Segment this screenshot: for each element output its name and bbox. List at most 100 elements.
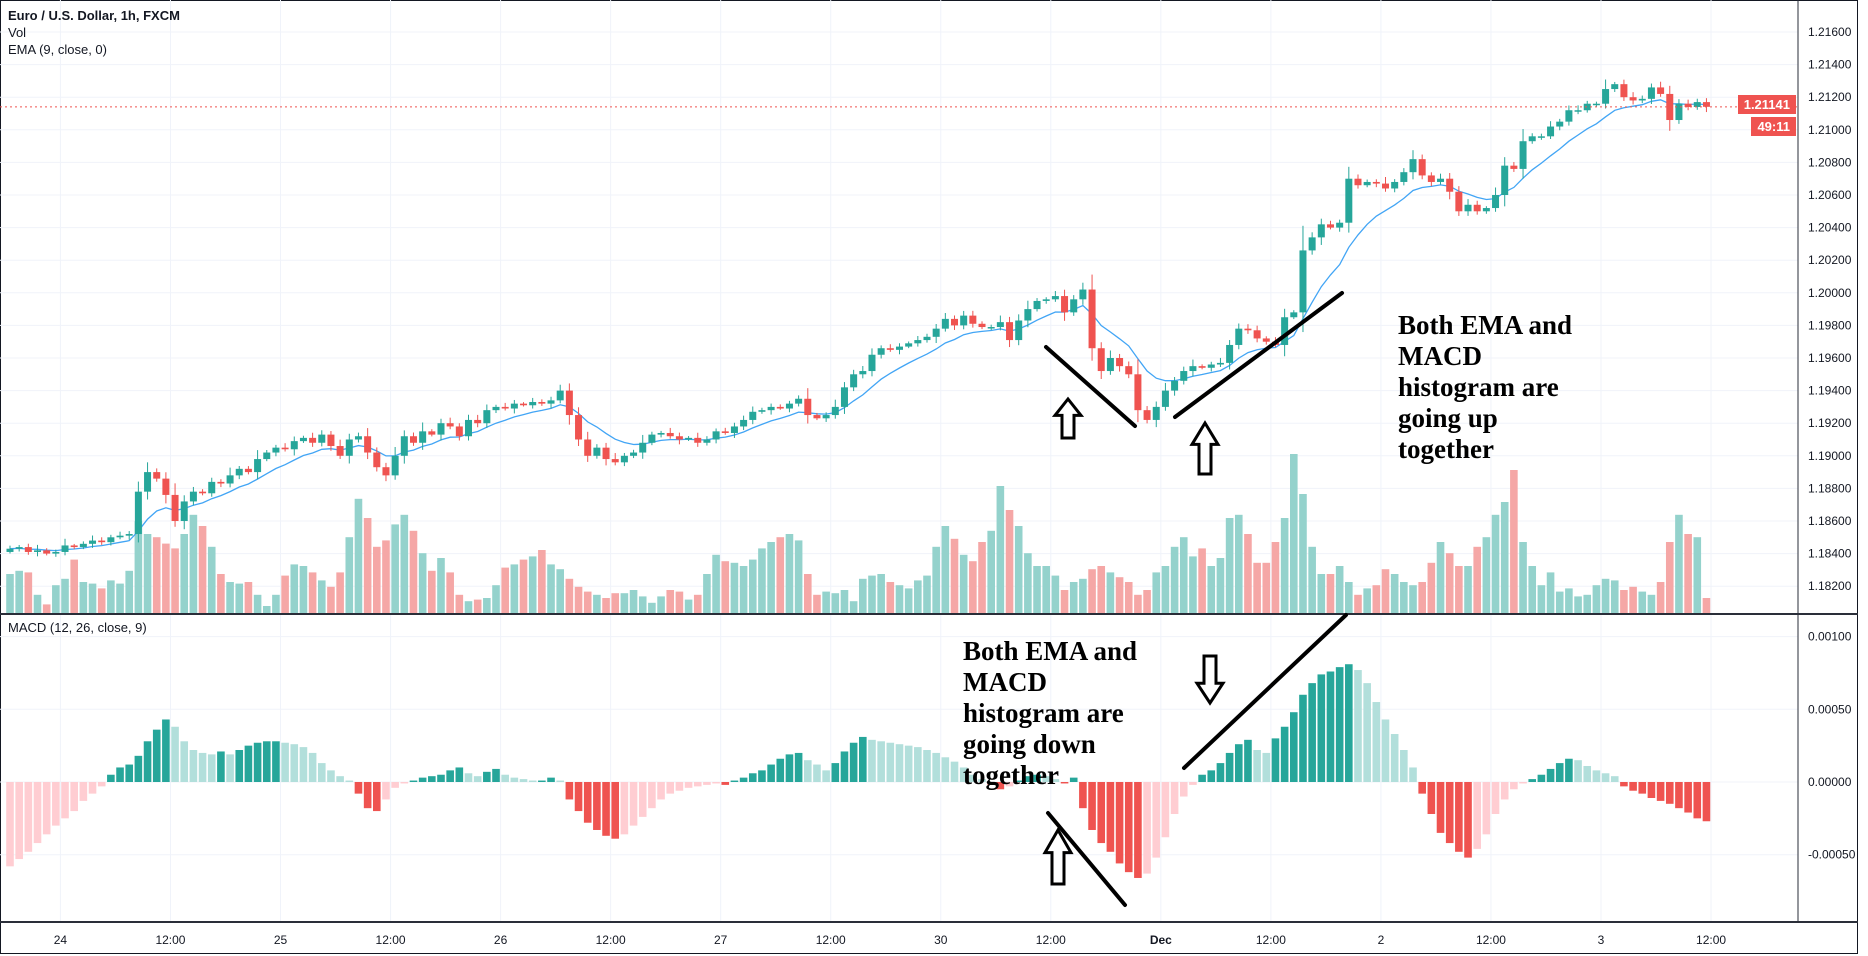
volume-bar (6, 574, 14, 614)
candle-body (1070, 299, 1078, 313)
price-axis-label: 1.19200 (1808, 416, 1852, 430)
volume-bar (125, 570, 134, 614)
volume-bar (281, 575, 289, 614)
volume-bar (528, 556, 537, 614)
macd-histogram-bar (703, 782, 711, 785)
volume-bar (345, 537, 354, 614)
volume-bar (538, 550, 546, 614)
volume-bar (272, 594, 280, 614)
candle-body (1418, 159, 1426, 176)
symbol-title[interactable]: Euro / U.S. Dollar, 1h, FXCM (8, 8, 180, 23)
macd-histogram-bar (638, 782, 647, 817)
macd-histogram-bar (1482, 782, 1491, 835)
candle-body (382, 467, 390, 476)
volume-bar (629, 590, 638, 614)
candle-body (144, 472, 152, 492)
macd-histogram-bar (1280, 726, 1289, 782)
volume-bar (1675, 514, 1683, 614)
macd-histogram-bar (418, 777, 427, 782)
candle-body (565, 390, 573, 416)
volume-bar (1537, 585, 1546, 614)
arrow-down-icon (1194, 654, 1226, 706)
candle-body (1409, 159, 1417, 173)
candle-body (116, 535, 124, 538)
volume-bar (877, 574, 885, 614)
price-axis-label: 1.18600 (1808, 514, 1852, 528)
macd-histogram-bar (1528, 779, 1537, 782)
volume-bar (354, 498, 363, 614)
annotation-line: going up (1398, 403, 1498, 433)
annotation-line: histogram are (963, 698, 1124, 728)
candle-body (373, 452, 381, 468)
macd-histogram-bar (244, 745, 253, 782)
price-axis-label: 1.18800 (1808, 481, 1852, 495)
macd-histogram-bar (327, 770, 335, 782)
macd-histogram-bar (1024, 776, 1032, 782)
volume-bar (327, 586, 335, 614)
candle-body (1684, 103, 1692, 107)
candle-body (199, 491, 207, 494)
macd-histogram-bar (611, 782, 620, 839)
macd-histogram-bar (409, 780, 418, 782)
volume-bar (244, 582, 253, 614)
ema-legend[interactable]: EMA (9, close, 0) (8, 42, 107, 57)
volume-bar (1620, 590, 1628, 614)
candle-body (556, 390, 564, 401)
candle-body (345, 439, 353, 456)
volume-bar (712, 554, 720, 614)
macd-histogram-bar (299, 747, 308, 782)
macd-histogram-bar (97, 782, 106, 787)
volume-bar (1024, 553, 1032, 614)
macd-histogram-bar (547, 777, 555, 782)
macd-legend[interactable]: MACD (12, 26, close, 9) (8, 620, 147, 635)
macd-histogram-bar (272, 741, 280, 782)
candle-body (538, 402, 546, 404)
volume-bar (1354, 594, 1362, 614)
macd-histogram-bar (1189, 782, 1197, 785)
macd-histogram-bar (1134, 782, 1142, 878)
candle-body (730, 426, 738, 433)
macd-histogram-bar (382, 782, 390, 800)
volume-bar (1702, 598, 1711, 614)
candle-body (1290, 312, 1298, 318)
volume-bar (794, 540, 803, 614)
annotation-line: Both EMA and (1398, 310, 1573, 340)
macd-histogram-bar (932, 752, 940, 782)
candle-body (189, 491, 197, 502)
volume-bar (904, 588, 913, 614)
price-axis-label: 1.21400 (1808, 58, 1852, 72)
candle-body (520, 403, 528, 406)
volume-bar (969, 561, 977, 614)
volume-bar (1198, 548, 1206, 614)
candle-body (996, 322, 1004, 328)
candle-body (1051, 296, 1059, 300)
time-axis-label: 27 (714, 933, 728, 947)
macd-histogram-bar (1207, 770, 1216, 782)
volume-bar (1500, 502, 1509, 614)
macd-axis-label: 0.00100 (1808, 630, 1852, 644)
candle-body (153, 472, 161, 479)
macd-histogram-bar (15, 782, 23, 860)
candle-body (795, 398, 803, 404)
candle-body (1363, 181, 1371, 186)
candle-body (437, 423, 445, 435)
price-axis-label: 1.19600 (1808, 351, 1852, 365)
macd-histogram-bar (1565, 758, 1573, 782)
volume-bar (42, 604, 51, 614)
candle-body (1592, 103, 1600, 106)
candle-body (529, 402, 537, 406)
volume-legend[interactable]: Vol (8, 25, 27, 40)
volume-bar (391, 524, 399, 614)
candle-body (886, 348, 894, 350)
candle-body (620, 455, 628, 463)
candle-body (1033, 300, 1041, 310)
trend-line-drawing (1182, 613, 1348, 770)
macd-histogram-bar (510, 777, 519, 782)
candle-body (336, 446, 344, 456)
volume-bar (1234, 514, 1243, 614)
macd-histogram-bar (693, 782, 702, 787)
candle-body (125, 534, 133, 536)
volume-bar (684, 599, 693, 614)
current-price-label: 1.21141 (1737, 95, 1796, 114)
